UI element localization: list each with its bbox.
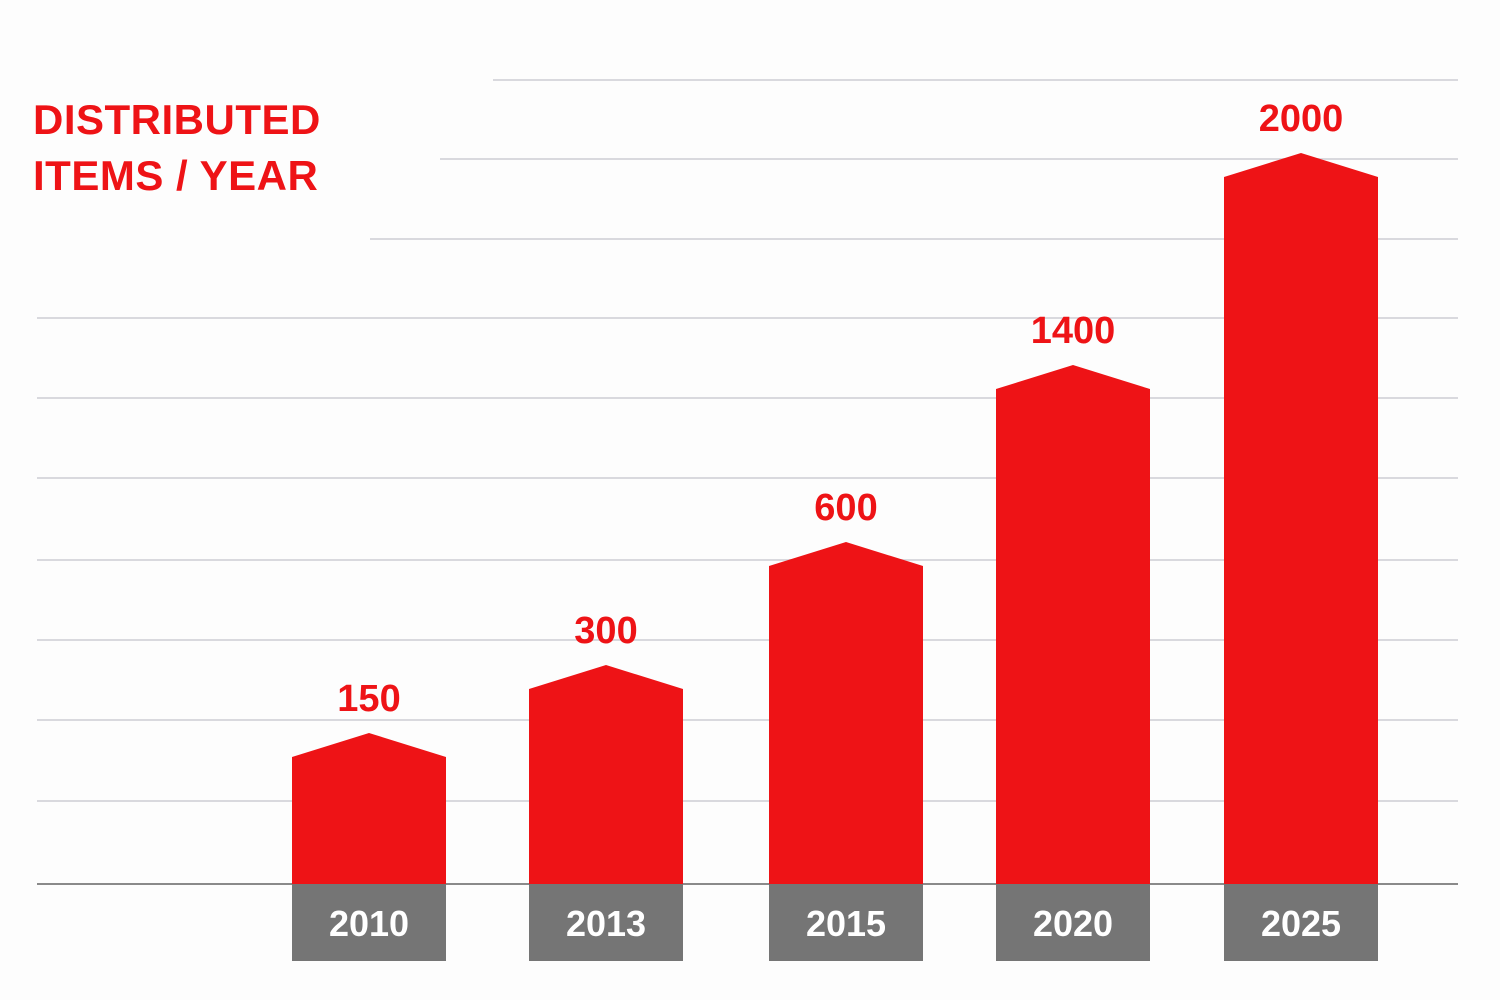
value-label: 1400: [1031, 310, 1116, 352]
chart-title: DISTRIBUTED ITEMS / YEAR: [33, 92, 321, 204]
bar-2010: 2010 150: [292, 678, 446, 961]
bar-2015: 2015 600: [769, 487, 923, 961]
year-label: 2015: [806, 903, 886, 944]
value-label: 2000: [1259, 98, 1344, 140]
year-label-box: [769, 884, 923, 961]
value-label: 300: [574, 610, 637, 652]
year-label: 2020: [1033, 903, 1113, 944]
bar-shape: [996, 365, 1150, 884]
year-label-box: [996, 884, 1150, 961]
bar-2020: 2020 1400: [996, 310, 1150, 961]
chart-title-line-2: ITEMS / YEAR: [33, 152, 319, 199]
year-label: 2025: [1261, 903, 1341, 944]
year-label-box: [292, 884, 446, 961]
gridlines: [37, 79, 1458, 802]
year-label-box: [529, 884, 683, 961]
bar-shape: [292, 733, 446, 884]
value-label: 150: [337, 678, 400, 720]
year-label: 2013: [566, 903, 646, 944]
bar-2025: 2025 2000: [1224, 98, 1378, 961]
bar-shape: [769, 542, 923, 884]
bar-2013: 2013 300: [529, 610, 683, 961]
bar-shape: [529, 665, 683, 884]
bar-shape: [1224, 153, 1378, 884]
value-label: 600: [814, 487, 877, 529]
bars: 2010 150 2013 300 2015 600 2020 1400 2025 2000: [292, 98, 1378, 961]
year-label-box: [1224, 884, 1378, 961]
chart-title-line-1: DISTRIBUTED: [33, 96, 321, 143]
year-label: 2010: [329, 903, 409, 944]
